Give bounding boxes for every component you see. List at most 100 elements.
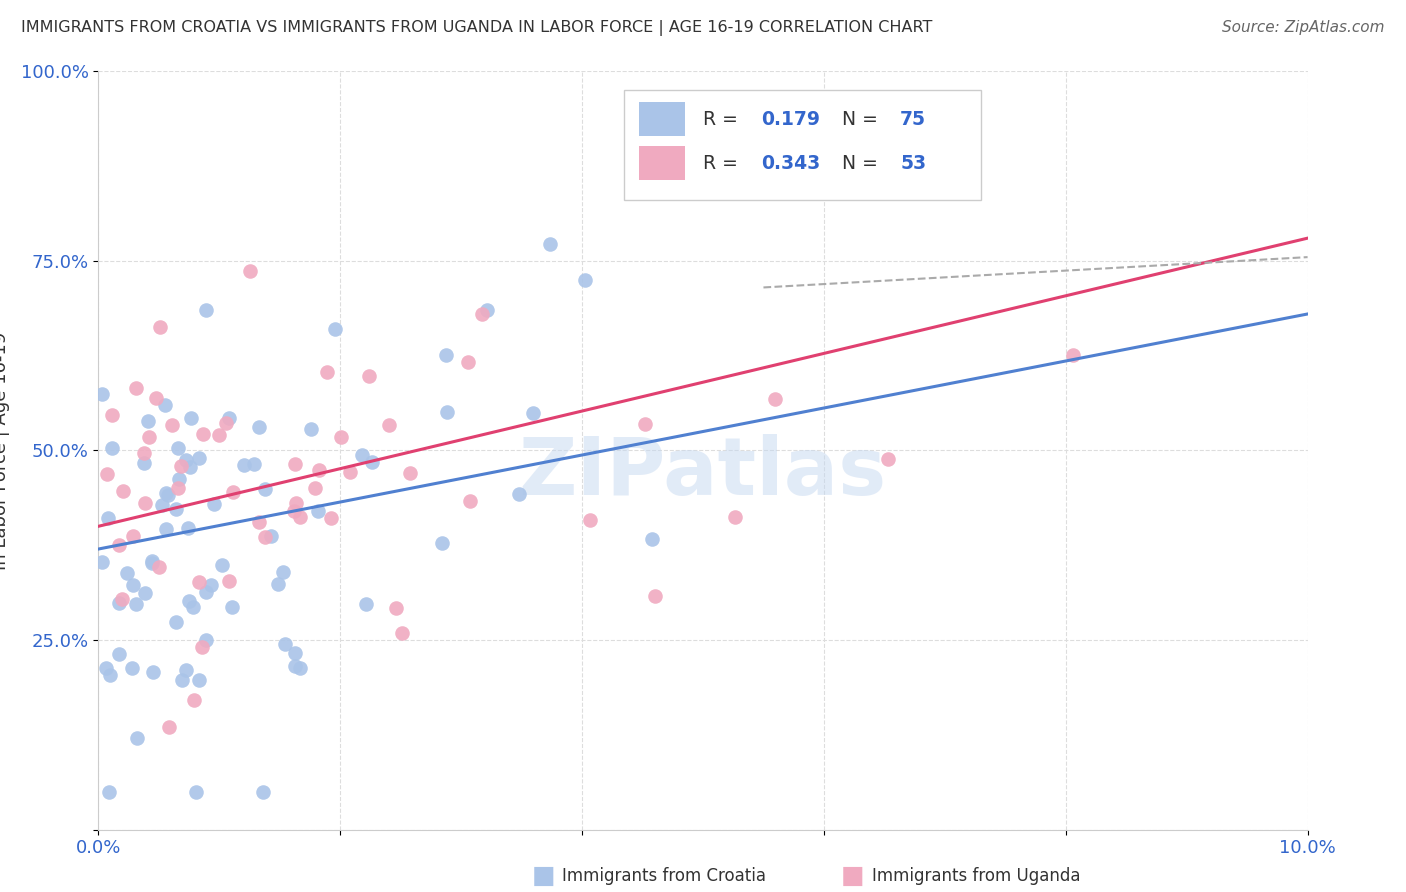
Point: [167, 481, 190, 495]
Text: ■: ■: [841, 864, 865, 888]
Point: [724, 510, 747, 524]
Point: [134, 585, 156, 599]
Point: [193, 426, 215, 441]
Point: [634, 417, 657, 431]
Point: [319, 511, 342, 525]
Point: [299, 421, 322, 435]
Point: [284, 495, 307, 509]
Point: [877, 451, 900, 466]
Text: ■: ■: [531, 864, 555, 888]
Point: [156, 488, 179, 502]
Point: [145, 391, 167, 405]
Point: [243, 457, 266, 471]
Point: [283, 504, 305, 518]
Point: [352, 448, 374, 462]
Point: [222, 484, 245, 499]
Point: [330, 429, 353, 443]
Point: [260, 529, 283, 543]
Point: [98, 785, 121, 799]
Point: [194, 632, 217, 647]
FancyBboxPatch shape: [624, 90, 981, 201]
Point: [155, 485, 177, 500]
Point: [218, 574, 240, 588]
Y-axis label: In Labor Force | Age 16-19: In Labor Force | Age 16-19: [0, 331, 10, 570]
Point: [136, 414, 159, 428]
Text: R =: R =: [703, 110, 744, 128]
Point: [202, 497, 225, 511]
Point: [108, 647, 131, 661]
Point: [254, 483, 277, 497]
Text: Immigrants from Croatia: Immigrants from Croatia: [562, 867, 766, 885]
Point: [247, 516, 270, 530]
Point: [148, 560, 170, 574]
Point: [574, 273, 596, 287]
Point: [307, 504, 329, 518]
Point: [458, 493, 481, 508]
Point: [122, 529, 145, 543]
Text: N =: N =: [842, 110, 884, 128]
Point: [141, 556, 163, 570]
Text: IMMIGRANTS FROM CROATIA VS IMMIGRANTS FROM UGANDA IN LABOR FORCE | AGE 16-19 COR: IMMIGRANTS FROM CROATIA VS IMMIGRANTS FR…: [21, 20, 932, 36]
Point: [97, 511, 120, 525]
Point: [436, 405, 458, 419]
Point: [188, 451, 211, 466]
Point: [125, 597, 148, 611]
Point: [218, 411, 240, 425]
Point: [157, 720, 180, 734]
Point: [471, 307, 494, 321]
Point: [101, 409, 124, 423]
Point: [153, 398, 176, 412]
Point: [187, 574, 209, 589]
Bar: [638, 145, 685, 180]
Point: [177, 594, 200, 608]
Point: [378, 418, 401, 433]
Point: [247, 420, 270, 434]
Point: [252, 785, 274, 799]
Point: [180, 411, 202, 425]
Point: [384, 601, 406, 615]
Point: [1062, 348, 1084, 362]
Point: [215, 417, 238, 431]
Point: [308, 463, 330, 477]
Point: [475, 303, 498, 318]
Point: [172, 673, 194, 688]
Point: [96, 661, 118, 675]
Point: [283, 659, 305, 673]
Text: Immigrants from Uganda: Immigrants from Uganda: [872, 867, 1080, 885]
Text: 53: 53: [900, 153, 927, 173]
Point: [339, 465, 361, 479]
Point: [101, 441, 124, 455]
Point: [174, 453, 197, 467]
Point: [96, 467, 118, 481]
Point: [179, 459, 201, 474]
Point: [579, 512, 602, 526]
Point: [254, 530, 277, 544]
Point: [195, 585, 218, 599]
Point: [165, 502, 187, 516]
Point: [134, 496, 156, 510]
Point: [150, 499, 173, 513]
Point: [181, 599, 204, 614]
Point: [167, 441, 190, 455]
Point: [354, 597, 377, 611]
Point: [211, 558, 233, 572]
Text: 0.179: 0.179: [761, 110, 820, 128]
Point: [316, 365, 339, 379]
Point: [361, 455, 384, 469]
Text: 0.343: 0.343: [761, 153, 820, 173]
Point: [208, 427, 231, 442]
Point: [763, 392, 786, 406]
Point: [436, 348, 458, 362]
Point: [522, 406, 544, 420]
Text: N =: N =: [842, 153, 884, 173]
Point: [457, 355, 479, 369]
Point: [284, 457, 307, 471]
Point: [641, 532, 664, 546]
Point: [167, 472, 190, 486]
Point: [132, 445, 155, 459]
Point: [91, 555, 114, 569]
Point: [121, 661, 143, 675]
Point: [170, 458, 193, 473]
Point: [149, 319, 172, 334]
Point: [176, 520, 198, 534]
